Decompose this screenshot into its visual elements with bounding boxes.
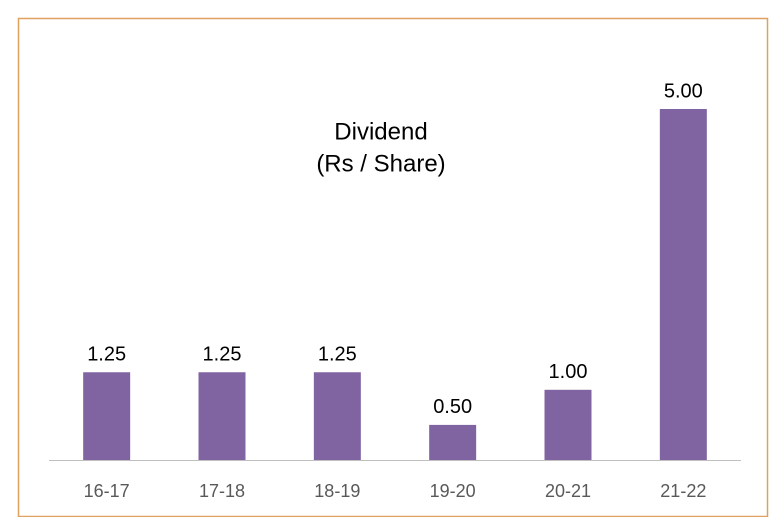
x-tick-label: 16-17 <box>84 481 130 501</box>
x-tick-label: 21-22 <box>660 481 706 501</box>
x-tick-label: 20-21 <box>545 481 591 501</box>
x-tick-label: 17-18 <box>199 481 245 501</box>
chart-title: Dividend <box>334 118 427 145</box>
x-tick-label: 18-19 <box>314 481 360 501</box>
bar <box>83 372 131 460</box>
data-label: 1.25 <box>203 344 242 366</box>
data-label: 1.25 <box>87 344 126 366</box>
chart-subtitle: (Rs / Share) <box>316 150 445 177</box>
data-label: 1.00 <box>549 361 588 383</box>
bar <box>659 109 707 460</box>
data-label: 1.25 <box>318 344 357 366</box>
bar <box>198 372 246 460</box>
x-tick-label: 19-20 <box>430 481 476 501</box>
bar <box>429 424 477 460</box>
bar <box>544 389 592 460</box>
frame <box>17 17 769 517</box>
bar <box>313 372 361 460</box>
data-label: 5.00 <box>664 80 703 102</box>
data-label: 0.50 <box>433 396 472 418</box>
